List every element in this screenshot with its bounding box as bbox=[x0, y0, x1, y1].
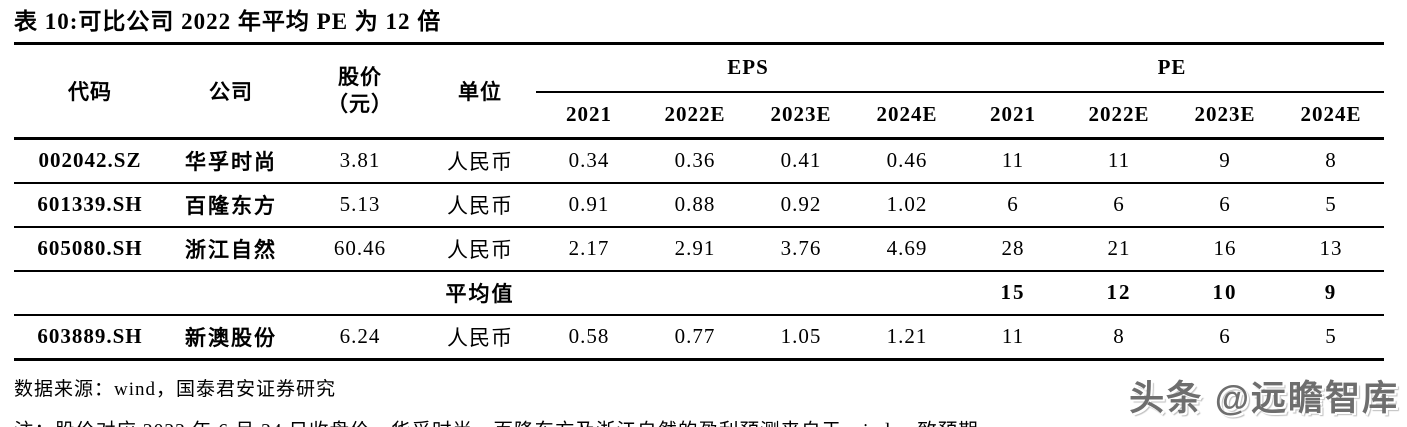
col-header-eps-2023e: 2023E bbox=[748, 91, 854, 140]
eps-2023e-cell: 0.92 bbox=[748, 182, 854, 228]
header-group-row: 代码 公司 股价 （元） 单位 EPS PE bbox=[14, 43, 1385, 140]
col-header-code: 代码 bbox=[14, 43, 166, 140]
table-row-average: 平均值 15 12 10 9 bbox=[14, 270, 1385, 316]
col-header-eps-2022e: 2022E bbox=[642, 91, 748, 140]
col-header-unit: 单位 bbox=[424, 43, 536, 140]
pe-2024e-cell: 13 bbox=[1278, 226, 1385, 272]
data-source-note: 数据来源：wind，国泰君安证券研究 bbox=[14, 378, 337, 400]
pe-2021-cell: 11 bbox=[960, 138, 1067, 184]
col-header-price: 股价 （元） bbox=[296, 43, 424, 140]
code-cell: 603889.SH bbox=[37, 324, 143, 349]
watermark-toutiao-yuanzhan: 头条 @远瞻智库 bbox=[1129, 379, 1399, 418]
price-cell: 60.46 bbox=[296, 226, 424, 272]
avg-pe-2021-cell: 15 bbox=[960, 270, 1067, 316]
eps-2023e-cell: 0.41 bbox=[748, 138, 854, 184]
pe-2022e-cell: 6 bbox=[1066, 182, 1173, 228]
code-cell: 605080.SH bbox=[14, 226, 166, 272]
col-header-pe-2024e: 2024E bbox=[1278, 91, 1385, 140]
eps-2024e-cell: 0.46 bbox=[854, 138, 961, 184]
price-cell: 6.24 bbox=[339, 324, 381, 349]
empty-cell bbox=[642, 270, 748, 316]
price-cell: 5.13 bbox=[296, 182, 424, 228]
empty-cell bbox=[14, 270, 166, 316]
average-label-cell: 平均值 bbox=[424, 270, 536, 316]
price-label: 股价 bbox=[338, 65, 382, 90]
pe-2022e-cell: 8 bbox=[1113, 324, 1125, 349]
col-group-eps: EPS bbox=[536, 43, 961, 93]
avg-pe-2024e-cell: 9 bbox=[1278, 270, 1385, 316]
col-header-eps-2024e: 2024E bbox=[854, 91, 961, 140]
company-cell: 华孚时尚 bbox=[166, 138, 296, 184]
eps-2024e-cell: 1.21 bbox=[886, 324, 928, 349]
price-unit-label: （元） bbox=[327, 91, 393, 116]
pe-2023e-cell: 6 bbox=[1172, 182, 1279, 228]
code-cell: 002042.SZ bbox=[14, 138, 166, 184]
pe-2021-cell: 28 bbox=[960, 226, 1067, 272]
col-header-pe-2021: 2021 bbox=[960, 91, 1067, 140]
empty-cell bbox=[166, 270, 296, 316]
col-header-eps-2021: 2021 bbox=[536, 91, 642, 140]
avg-pe-2022e-cell: 12 bbox=[1066, 270, 1173, 316]
eps-2021-cell: 0.58 bbox=[568, 324, 610, 349]
header-year-row: 2021 2022E 2023E 2024E 2021 2022E 2023E … bbox=[14, 91, 1385, 140]
code-cell: 601339.SH bbox=[14, 182, 166, 228]
eps-2023e-cell: 1.05 bbox=[780, 324, 822, 349]
eps-2021-cell: 0.91 bbox=[536, 182, 642, 228]
pe-2021-cell: 11 bbox=[1001, 324, 1025, 349]
pe-2023e-cell: 16 bbox=[1172, 226, 1279, 272]
pe-2023e-cell: 6 bbox=[1219, 324, 1231, 349]
eps-2024e-cell: 4.69 bbox=[854, 226, 961, 272]
col-group-pe: PE bbox=[960, 43, 1385, 93]
empty-cell bbox=[296, 270, 424, 316]
eps-2022e-cell: 0.77 bbox=[674, 324, 716, 349]
pe-2024e-cell: 5 bbox=[1278, 182, 1385, 228]
company-cell: 新澳股份 bbox=[185, 325, 277, 350]
eps-2022e-cell: 0.88 bbox=[642, 182, 748, 228]
pe-2024e-cell: 5 bbox=[1325, 324, 1337, 349]
col-header-pe-2023e: 2023E bbox=[1172, 91, 1279, 140]
table-row-bros: 601339.SH 百隆东方 5.13 人民币 0.91 0.88 0.92 1… bbox=[14, 182, 1385, 228]
table-title: 表 10:可比公司 2022 年平均 PE 为 12 倍 bbox=[14, 9, 442, 34]
pe-2022e-cell: 11 bbox=[1066, 138, 1173, 184]
pe-2021-cell: 6 bbox=[960, 182, 1067, 228]
company-cell: 百隆东方 bbox=[166, 182, 296, 228]
avg-pe-2023e-cell: 10 bbox=[1172, 270, 1279, 316]
price-date-note: 注：股价对应 2022 年 6 月 24 日收盘价，华孚时尚、百隆东方及浙江自然… bbox=[14, 414, 1407, 427]
comparable-companies-table: 代码 公司 股价 （元） 单位 EPS PE 2021 2022E 2023E … bbox=[14, 41, 1385, 361]
table-row-zhejiang: 605080.SH 浙江自然 60.46 人民币 2.17 2.91 3.76 … bbox=[14, 226, 1385, 272]
empty-cell bbox=[536, 270, 642, 316]
eps-2021-cell: 0.34 bbox=[536, 138, 642, 184]
company-cell: 浙江自然 bbox=[166, 226, 296, 272]
unit-cell: 人民币 bbox=[424, 226, 536, 272]
eps-2023e-cell: 3.76 bbox=[748, 226, 854, 272]
pe-2023e-cell: 9 bbox=[1172, 138, 1279, 184]
pe-2024e-cell: 8 bbox=[1278, 138, 1385, 184]
eps-2021-cell: 2.17 bbox=[536, 226, 642, 272]
eps-2022e-cell: 2.91 bbox=[642, 226, 748, 272]
unit-cell: 人民币 bbox=[424, 182, 536, 228]
eps-2022e-cell: 0.36 bbox=[642, 138, 748, 184]
table-row-xinao: 603889.SH 新澳股份 6.24 人民币 0.58 0.77 1.05 1… bbox=[14, 315, 1384, 360]
price-cell: 3.81 bbox=[296, 138, 424, 184]
empty-cell bbox=[748, 270, 854, 316]
empty-cell bbox=[854, 270, 961, 316]
pe-2022e-cell: 21 bbox=[1066, 226, 1173, 272]
eps-2024e-cell: 1.02 bbox=[854, 182, 961, 228]
col-header-pe-2022e: 2022E bbox=[1066, 91, 1173, 140]
unit-cell: 人民币 bbox=[424, 138, 536, 184]
unit-cell: 人民币 bbox=[447, 325, 513, 350]
col-header-company: 公司 bbox=[166, 43, 296, 140]
table-row-huafu: 002042.SZ 华孚时尚 3.81 人民币 0.34 0.36 0.41 0… bbox=[14, 138, 1385, 184]
